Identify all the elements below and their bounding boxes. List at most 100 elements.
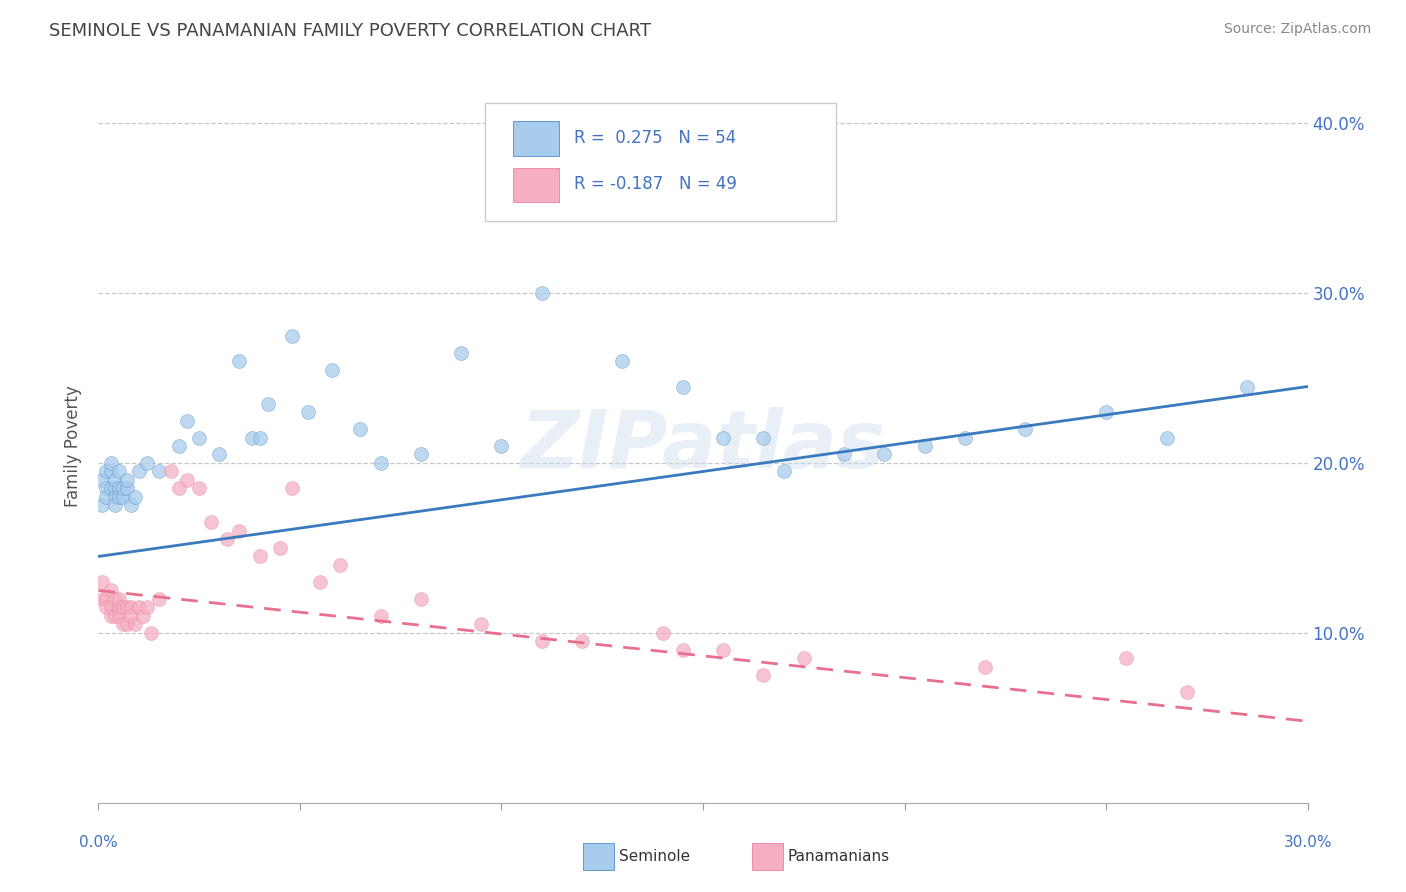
Point (107, 490, 129, 504)
Point (793, 651, 815, 665)
Point (132, 608, 155, 623)
Point (107, 465, 129, 479)
Text: 30.0%: 30.0% (1284, 835, 1331, 850)
Point (120, 600, 142, 615)
Point (228, 524, 250, 538)
Point (711, 430, 734, 444)
Point (96, 591, 118, 606)
Point (914, 439, 936, 453)
Point (107, 608, 129, 623)
Point (188, 482, 211, 496)
Point (711, 643, 734, 657)
Bar (513, 121, 560, 155)
Point (672, 643, 695, 657)
Point (772, 465, 794, 479)
Point (111, 490, 134, 504)
Point (103, 490, 125, 504)
Point (115, 617, 138, 632)
Text: Source: ZipAtlas.com: Source: ZipAtlas.com (1223, 22, 1371, 37)
Point (1175, 685, 1198, 699)
Point (111, 482, 134, 496)
Point (100, 608, 122, 623)
Point (176, 473, 198, 487)
Text: 0.0%: 0.0% (79, 835, 118, 850)
Point (111, 600, 134, 615)
Point (370, 456, 392, 470)
Point (115, 482, 138, 496)
Point (491, 439, 513, 453)
Point (974, 660, 997, 674)
Point (96, 490, 118, 504)
Point (321, 362, 343, 376)
Point (1236, 379, 1258, 393)
Point (107, 482, 129, 496)
Point (128, 465, 150, 479)
Point (103, 591, 125, 606)
Point (240, 430, 263, 444)
Y-axis label: Family Poverty: Family Poverty (65, 385, 83, 507)
Point (256, 396, 278, 410)
Point (349, 422, 371, 436)
Point (409, 448, 432, 462)
Point (96, 465, 118, 479)
Point (470, 617, 492, 632)
Point (128, 600, 150, 615)
Point (873, 448, 896, 462)
Point (139, 626, 162, 640)
Point (91, 473, 114, 487)
Bar (513, 168, 560, 202)
Point (752, 668, 775, 682)
Point (281, 482, 304, 496)
Point (329, 558, 352, 572)
Point (1115, 651, 1137, 665)
Point (96, 600, 118, 615)
Point (409, 591, 432, 606)
Point (228, 354, 250, 368)
Text: Seminole: Seminole (619, 849, 690, 863)
Point (96, 482, 118, 496)
Point (370, 608, 392, 623)
Point (135, 456, 157, 470)
Point (107, 591, 129, 606)
Point (148, 465, 170, 479)
Point (120, 608, 142, 623)
Point (100, 600, 122, 615)
Point (103, 499, 125, 513)
Point (148, 591, 170, 606)
Point (103, 473, 125, 487)
Point (124, 490, 146, 504)
Text: R =  0.275   N = 54: R = 0.275 N = 54 (574, 128, 735, 146)
Point (571, 634, 593, 648)
Point (160, 465, 183, 479)
Point (124, 617, 146, 632)
FancyBboxPatch shape (485, 103, 837, 221)
Point (281, 328, 304, 343)
Point (100, 465, 122, 479)
Point (1095, 405, 1118, 419)
Point (103, 608, 125, 623)
Point (450, 345, 472, 359)
Point (309, 574, 332, 589)
Point (297, 405, 319, 419)
Text: ZIPatlas: ZIPatlas (520, 407, 886, 485)
Point (188, 430, 211, 444)
Point (249, 430, 271, 444)
Point (100, 482, 122, 496)
Point (953, 430, 976, 444)
Point (167, 439, 190, 453)
Point (1014, 422, 1036, 436)
Point (217, 533, 239, 547)
Point (91, 574, 114, 589)
Point (1156, 430, 1178, 444)
Point (91, 499, 114, 513)
Text: SEMINOLE VS PANAMANIAN FAMILY POVERTY CORRELATION CHART: SEMINOLE VS PANAMANIAN FAMILY POVERTY CO… (49, 22, 651, 40)
Point (91, 591, 114, 606)
Point (176, 413, 198, 427)
Point (672, 379, 695, 393)
Point (115, 473, 138, 487)
Point (167, 482, 190, 496)
Point (530, 286, 553, 301)
Point (135, 600, 157, 615)
Point (249, 549, 271, 564)
Point (100, 456, 122, 470)
